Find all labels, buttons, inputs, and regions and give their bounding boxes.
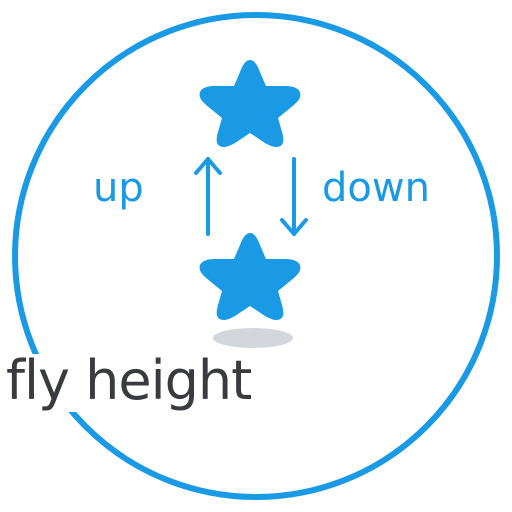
badge-ring	[12, 12, 500, 500]
ground-shadow-icon	[213, 328, 293, 348]
arrow-down-icon	[280, 157, 308, 236]
title-label: fly height	[6, 354, 256, 412]
arrow-up-icon	[194, 157, 222, 236]
lower-star-icon	[199, 233, 301, 320]
up-label: up	[93, 165, 144, 211]
down-label: down	[322, 165, 430, 211]
upper-star-icon	[199, 60, 301, 147]
